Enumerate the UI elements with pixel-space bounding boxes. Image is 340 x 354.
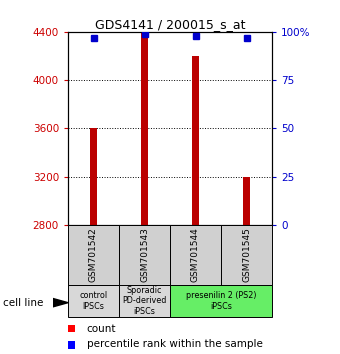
Bar xyxy=(90,128,97,225)
Text: percentile rank within the sample: percentile rank within the sample xyxy=(87,339,262,349)
Bar xyxy=(243,177,250,225)
Title: GDS4141 / 200015_s_at: GDS4141 / 200015_s_at xyxy=(95,18,245,31)
Bar xyxy=(170,225,221,285)
Text: presenilin 2 (PS2)
iPSCs: presenilin 2 (PS2) iPSCs xyxy=(186,291,256,310)
Text: count: count xyxy=(87,324,116,333)
Bar xyxy=(68,325,75,332)
Bar xyxy=(68,341,75,349)
Bar xyxy=(119,225,170,285)
Polygon shape xyxy=(53,298,68,307)
Text: Sporadic
PD-derived
iPSCs: Sporadic PD-derived iPSCs xyxy=(122,286,167,316)
Text: GSM701544: GSM701544 xyxy=(191,228,200,282)
Text: cell line: cell line xyxy=(3,298,44,308)
Bar xyxy=(119,285,170,317)
Bar xyxy=(192,56,199,225)
Text: GSM701545: GSM701545 xyxy=(242,227,251,282)
Text: GSM701542: GSM701542 xyxy=(89,228,98,282)
Bar xyxy=(141,32,148,225)
Bar xyxy=(170,285,272,317)
Text: control
IPSCs: control IPSCs xyxy=(80,291,107,310)
Text: GSM701543: GSM701543 xyxy=(140,227,149,282)
Bar xyxy=(221,225,272,285)
Bar xyxy=(68,285,119,317)
Bar xyxy=(68,225,119,285)
